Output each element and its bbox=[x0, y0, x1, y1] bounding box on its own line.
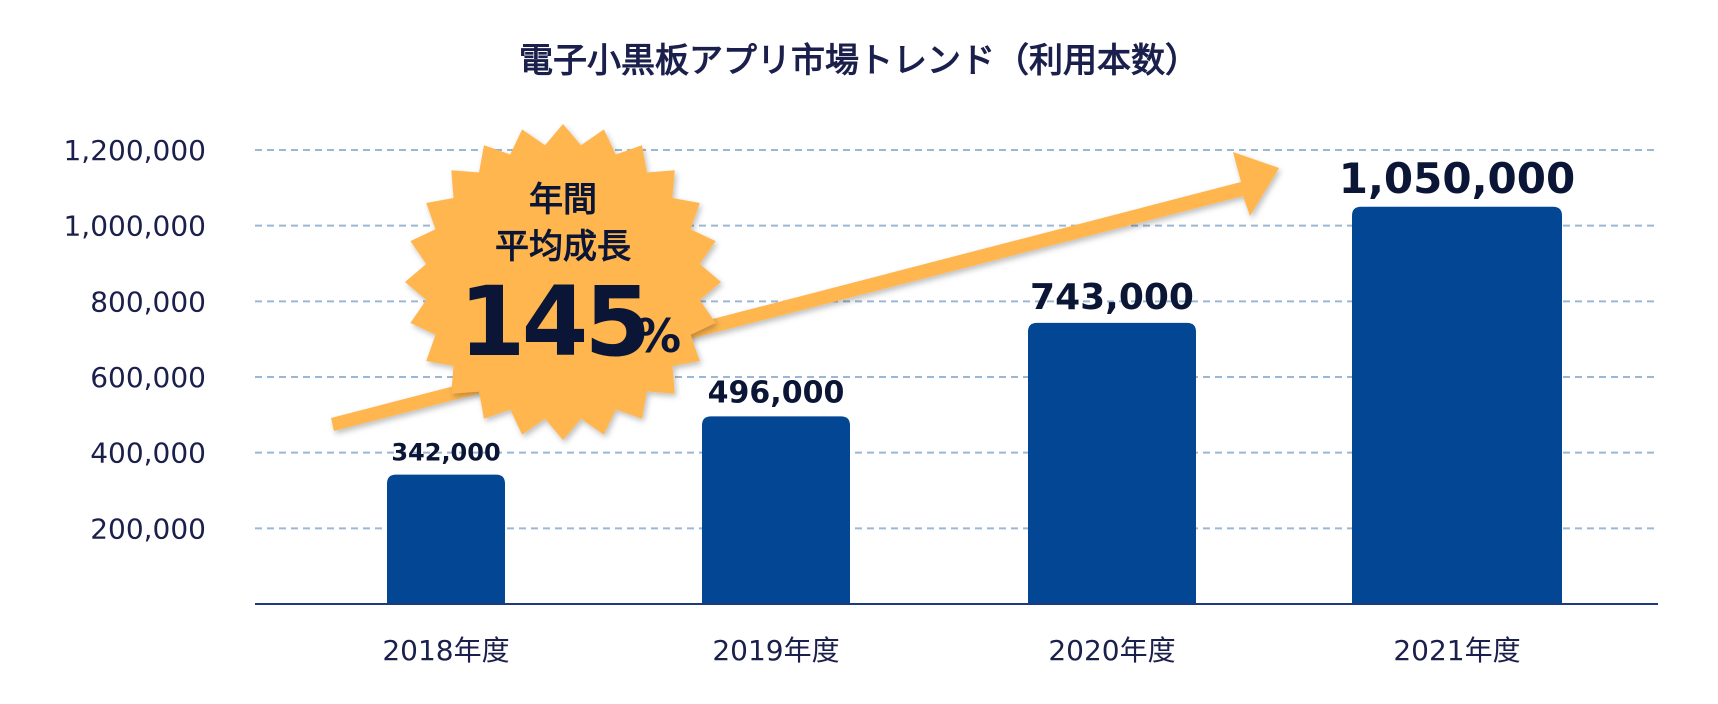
data-labels: 342,000 496,000 743,000 1,050,000 bbox=[391, 154, 1575, 467]
data-label: 496,000 bbox=[708, 375, 845, 410]
bar-2018年度 bbox=[387, 474, 505, 604]
x-tick-label: 2020年度 bbox=[1048, 634, 1175, 667]
badge-unit: % bbox=[635, 309, 681, 363]
x-tick-label: 2021年度 bbox=[1393, 634, 1520, 667]
data-label: 1,050,000 bbox=[1339, 154, 1575, 203]
y-tick-label: 600,000 bbox=[90, 361, 206, 394]
y-tick-label: 800,000 bbox=[90, 285, 206, 318]
badge-line-1: 年間 bbox=[529, 180, 597, 220]
x-tick-label: 2019年度 bbox=[712, 634, 839, 667]
y-tick-label: 200,000 bbox=[90, 512, 206, 545]
data-label: 743,000 bbox=[1030, 277, 1194, 318]
growth-badge: 年間 平均成長 145 % bbox=[405, 124, 721, 440]
x-tick-label: 2018年度 bbox=[382, 634, 509, 667]
badge-line-2: 平均成長 bbox=[495, 227, 632, 267]
y-tick-label: 1,000,000 bbox=[63, 210, 206, 243]
y-tick-label: 400,000 bbox=[90, 437, 206, 470]
bar-2020年度 bbox=[1028, 322, 1196, 604]
bar-2021年度 bbox=[1352, 206, 1562, 604]
bars bbox=[387, 206, 1562, 604]
chart-title: 電子小黒板アプリ市場トレンド（利用本数） bbox=[519, 41, 1199, 81]
y-axis-ticks: 200,000 400,000 600,000 800,000 1,000,000 1,2… bbox=[63, 134, 206, 545]
y-tick-label: 1,200,000 bbox=[63, 134, 206, 167]
data-label: 342,000 bbox=[391, 439, 500, 467]
badge-value: 145 bbox=[459, 266, 647, 378]
bar-2019年度 bbox=[702, 416, 850, 604]
badge-starburst bbox=[405, 124, 721, 440]
x-axis-ticks: 2018年度 2019年度 2020年度 2021年度 bbox=[382, 634, 1520, 667]
